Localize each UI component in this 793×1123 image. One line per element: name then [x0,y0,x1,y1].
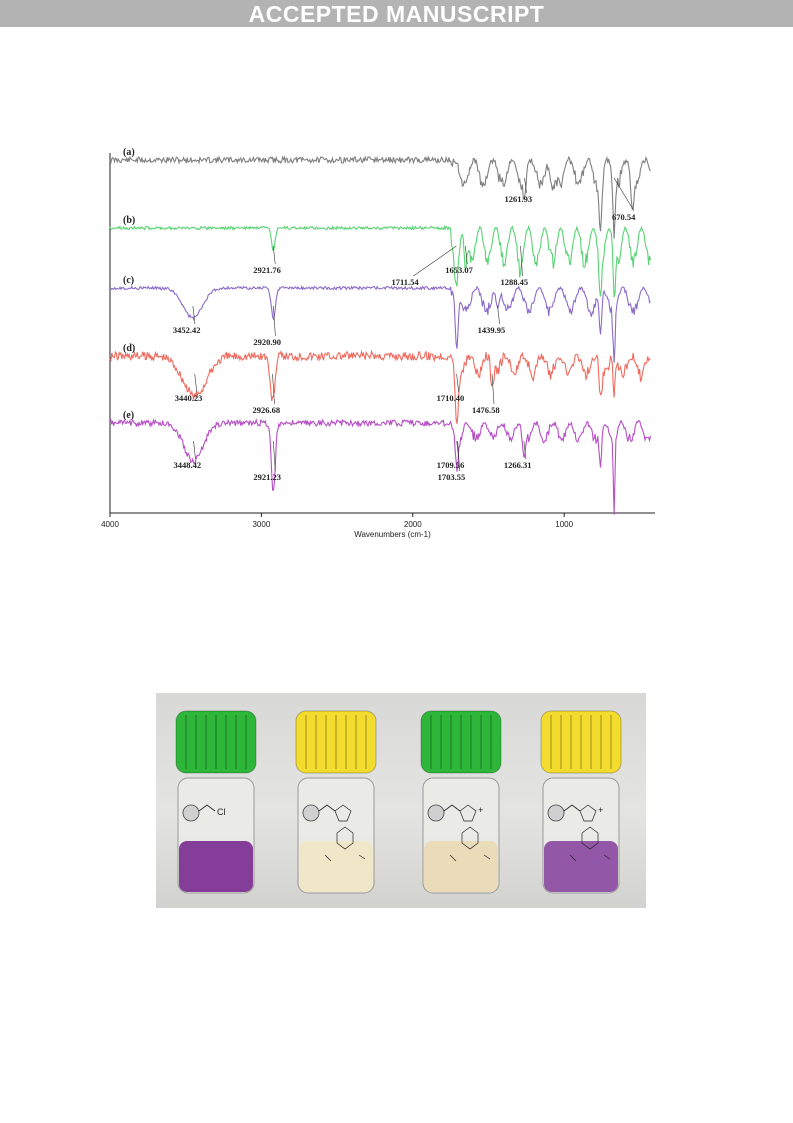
bond-line [603,854,611,860]
peak-leader [272,245,276,265]
peak-leader [613,177,635,212]
peak-label: 1266.31 [504,460,532,470]
vial-liquid [179,841,253,892]
x-axis-label: Wavenumbers (cm-1) [354,530,431,539]
vial [295,710,377,894]
anion-ring-icon [581,826,599,850]
x-tick-label: 2000 [404,520,422,529]
bond-line [358,854,366,860]
linker-bond [318,804,336,812]
spectrum-line [109,155,651,239]
series-label: (d) [123,343,135,354]
peak-leader [457,440,460,472]
peak-label: 2921.23 [253,472,281,482]
vial: + [540,710,622,894]
peak-leader [194,373,198,393]
chloride-label: Cl [217,807,226,817]
vials-drawing: Cl + + [175,710,622,894]
vials-photo: Cl + + [156,693,646,908]
polymer-bead-icon [547,804,565,822]
peak-label: 670.54 [612,212,636,222]
polymer-bead-icon [302,804,320,822]
spectrum-line [109,224,652,298]
peak-label: 1288.45 [500,277,528,287]
series-label: (c) [123,275,134,286]
series-label: (b) [123,215,135,226]
vial-cap [420,710,502,774]
vial: Cl [175,710,257,894]
accepted-manuscript-banner: ACCEPTED MANUSCRIPT [0,0,793,27]
x-tick-label: 3000 [252,520,270,529]
series-label: (a) [123,147,135,158]
imidazolium-ring-icon [334,804,352,822]
linker-bond [443,804,461,812]
peak-label: 1711.54 [391,277,419,287]
vial-liquid [299,841,373,892]
peak-label: 1653.07 [445,265,473,275]
plus-charge-label: + [598,805,603,815]
vial-cap [175,710,257,774]
peak-leader [520,245,523,277]
peak-leader [193,440,196,460]
spectrum-line [109,418,652,515]
peak-label: 1476.58 [472,405,500,415]
linker-bond [198,804,216,812]
ftir-spectra-chart: 4000 3000 2000 1000 Wavenumbers (cm-1) (a) 126… [101,147,655,539]
peak-label: 1709.56 [437,460,465,470]
peak-label: 1703.55 [438,472,466,482]
peak-label: 3452.42 [173,325,201,335]
peak-leader [524,177,527,194]
vial-cap [295,710,377,774]
peak-label: 2926.68 [252,405,280,415]
bond-line [569,854,577,862]
peak-leader [523,440,527,460]
peak-leader [272,373,275,405]
peak-label: 3448.42 [174,460,202,470]
imidazolium-ring-icon [579,804,597,822]
peak-label: 1439.95 [478,325,506,335]
peak-leader [413,245,457,277]
peak-leader [465,245,468,265]
linker-bond [563,804,581,812]
bond-line [483,854,491,860]
peak-leader [491,373,495,405]
spectrum-line [109,349,651,424]
peak-label: 1710.40 [437,393,465,403]
peak-label: 2921.76 [253,265,281,275]
anion-ring-icon [336,826,354,850]
banner-text: ACCEPTED MANUSCRIPT [248,1,545,27]
peak-label: 1261.93 [505,194,533,204]
polymer-bead-icon [427,804,445,822]
imidazolium-ring-icon [459,804,477,822]
anion-ring-icon [461,826,479,850]
x-tick-label: 1000 [555,520,573,529]
peak-leader [456,373,459,393]
vial-liquid [544,841,618,892]
x-tick-label: 4000 [101,520,119,529]
peak-leader [273,305,276,337]
series-label: (e) [123,410,134,421]
peak-leader [273,440,276,472]
vial-cap [540,710,622,774]
spectrum-line [109,285,651,363]
peak-label: 3440.23 [175,393,203,403]
bond-line [324,854,332,862]
plus-charge-label: + [478,805,483,815]
peak-leader [192,305,196,325]
peak-label: 2920.90 [253,337,281,347]
vial: + [420,710,502,894]
bond-line [449,854,457,862]
polymer-bead-icon [182,804,200,822]
vial-liquid [424,841,498,892]
peak-leader [497,305,500,325]
